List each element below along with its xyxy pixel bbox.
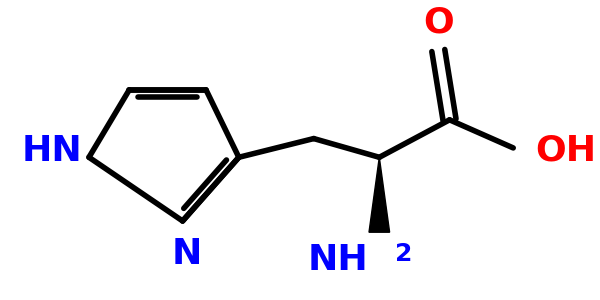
Text: HN: HN <box>21 134 82 168</box>
Text: NH: NH <box>307 243 368 277</box>
Text: OH: OH <box>536 134 597 168</box>
Text: 2: 2 <box>395 242 413 266</box>
Text: N: N <box>172 237 202 271</box>
Text: O: O <box>423 5 454 39</box>
Polygon shape <box>369 157 389 232</box>
